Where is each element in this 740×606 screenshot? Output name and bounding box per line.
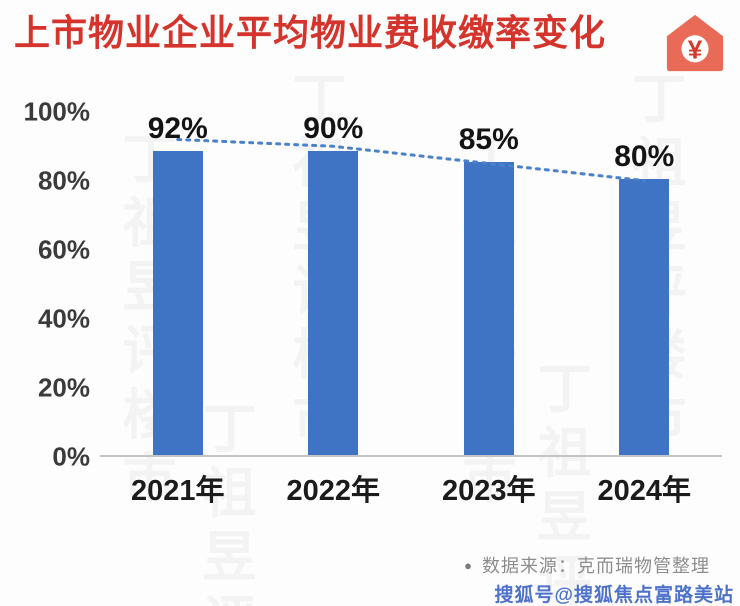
y-axis-label: 80% bbox=[37, 165, 90, 196]
bar bbox=[308, 151, 359, 455]
bar-value-label: 90% bbox=[303, 112, 364, 145]
y-axis-label: 40% bbox=[37, 303, 90, 334]
bar-column: 92% bbox=[100, 112, 256, 455]
plot-area: 92% 90% 85% 80% bbox=[100, 112, 722, 457]
bar-chart: 100% 80% 60% 40% 20% 0% 92% 90% 85% 80% 2021年 202… bbox=[12, 97, 722, 509]
x-axis-label: 2021年 bbox=[130, 475, 225, 507]
x-axis-label: 2023年 bbox=[441, 475, 536, 507]
bar bbox=[463, 161, 514, 455]
x-axis-label: 2024年 bbox=[597, 475, 691, 507]
house-yen-icon: ¥ bbox=[666, 14, 724, 72]
y-axis: 100% 80% 60% 40% 20% 0% bbox=[12, 97, 100, 472]
brand-watermark: 搜狐号@搜狐焦点富路美站 bbox=[494, 585, 734, 606]
header: 上市物业企业平均物业费收缴率变化 ¥ bbox=[14, 10, 726, 74]
svg-text:¥: ¥ bbox=[688, 35, 703, 65]
bar bbox=[152, 151, 203, 455]
bars-container: 92% 90% 85% 80% bbox=[100, 112, 722, 455]
x-axis: 2021年 2022年 2023年 2024年 bbox=[100, 467, 722, 509]
page-title: 上市物业企业平均物业费收缴率变化 bbox=[14, 12, 607, 53]
bar-value-label: 85% bbox=[458, 122, 519, 156]
bar-column: 80% bbox=[567, 112, 723, 455]
y-axis-label: 60% bbox=[37, 234, 90, 265]
bar-value-label: 80% bbox=[614, 140, 675, 173]
y-axis-label: 20% bbox=[37, 372, 90, 403]
data-source: ● 数据来源：克而瑞物管整理 bbox=[464, 552, 710, 578]
y-axis-label: 100% bbox=[23, 96, 91, 127]
bar bbox=[619, 179, 670, 455]
bar-column: 85% bbox=[411, 112, 567, 455]
bar-column: 90% bbox=[256, 112, 412, 455]
x-axis-label: 2022年 bbox=[286, 475, 380, 507]
y-axis-label: 0% bbox=[52, 441, 90, 472]
bar-value-label: 92% bbox=[147, 112, 208, 145]
bullet-icon: ● bbox=[464, 557, 472, 573]
data-source-text: 数据来源：克而瑞物管整理 bbox=[482, 556, 710, 576]
